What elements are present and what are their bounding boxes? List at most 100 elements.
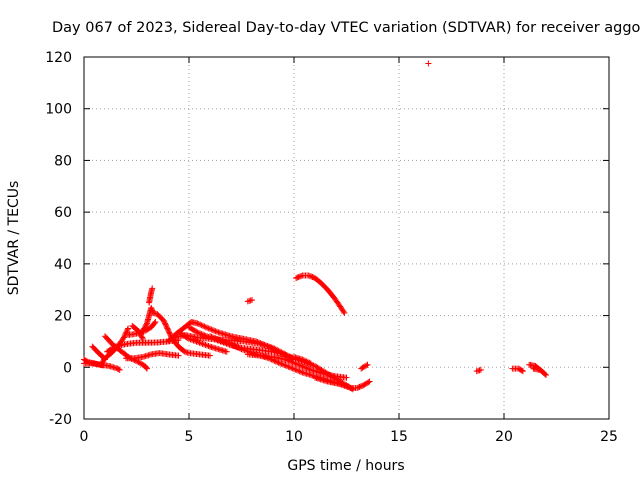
data-point (149, 285, 156, 292)
y-tick-label: 100 (45, 102, 72, 118)
data-point-interp (222, 339, 229, 346)
data-point-interp (291, 366, 297, 373)
data-point-interp (226, 340, 233, 347)
data-point-interp (286, 358, 293, 365)
data-point-interp (295, 367, 302, 374)
data-point-interp (140, 326, 147, 333)
data-point-interp (231, 343, 238, 350)
data-point (144, 365, 150, 372)
data-point-interp (281, 361, 288, 368)
y-tick-label: 40 (54, 257, 72, 273)
x-tick-label: 20 (495, 429, 513, 445)
chart-title: Day 067 of 2023, Sidereal Day-to-day VTE… (52, 20, 640, 36)
data-point-interp (306, 273, 313, 280)
data-point-interp (291, 359, 297, 366)
data-point-interp (237, 345, 244, 352)
data-point-interp (296, 362, 303, 369)
data-point (160, 317, 167, 324)
data-point (425, 60, 432, 67)
x-tick-label: 0 (80, 429, 89, 445)
data-point-interp (143, 321, 150, 328)
data-point-interp (123, 328, 130, 335)
y-tick-label: 80 (54, 153, 72, 169)
data-point-interp (363, 362, 370, 369)
data-point-interp (193, 328, 200, 335)
data-point-interp (163, 322, 170, 329)
data-point (152, 319, 159, 326)
data-point-interp (139, 334, 146, 341)
data-point-interp (296, 273, 303, 280)
data-point (223, 339, 230, 346)
data-point-interp (298, 368, 304, 375)
data-point-interp (309, 274, 316, 281)
data-point-interp (141, 324, 148, 331)
data-point (238, 346, 245, 353)
data-point-interp (359, 382, 366, 389)
data-points (81, 60, 549, 393)
y-axis: -20 0 20 40 60 80 100 120 (45, 50, 609, 428)
data-point-interp (300, 363, 307, 370)
data-point-interp (225, 340, 232, 347)
data-point (343, 374, 350, 381)
data-point (286, 364, 293, 371)
data-point-interp (195, 329, 202, 336)
y-tick-label: 20 (54, 309, 72, 325)
grid-lines (84, 57, 609, 419)
data-point-interp (212, 328, 219, 335)
y-axis-label: SDTVAR / TECUs (6, 181, 22, 296)
data-point-interp (292, 366, 299, 373)
data-point-interp (357, 383, 364, 390)
data-point-interp (138, 333, 145, 340)
data-point-interp (209, 327, 216, 334)
data-point-interp (198, 331, 205, 338)
data-point-interp (300, 357, 307, 364)
data-point-interp (282, 362, 289, 369)
data-point (207, 333, 213, 340)
data-point-interp (235, 345, 242, 352)
data-point-interp (278, 360, 285, 367)
data-point-interp (143, 364, 150, 371)
data-point-interp (148, 306, 155, 313)
data-point-interp (293, 361, 300, 368)
data-point-interp (293, 367, 300, 374)
data-point-interp (233, 343, 240, 350)
data-point-interp (219, 338, 226, 345)
data-point-interp (137, 331, 144, 338)
data-point-interp (303, 358, 310, 365)
data-point-interp (289, 365, 296, 372)
data-point-interp (198, 322, 205, 329)
data-point-interp (288, 358, 295, 365)
data-point-interp (151, 320, 158, 327)
y-tick-label: 0 (63, 360, 72, 376)
data-point-interp (355, 384, 362, 391)
data-point (299, 356, 306, 363)
data-point-interp (242, 347, 249, 354)
data-point-interp (162, 321, 169, 328)
y-tick-label: 60 (54, 205, 72, 221)
data-point-interp (299, 363, 306, 370)
data-point-interp (208, 326, 215, 333)
data-point (148, 304, 155, 311)
data-point-interp (356, 383, 363, 390)
x-tick-label: 15 (390, 429, 408, 445)
data-point-interp (162, 320, 168, 327)
data-point (202, 324, 209, 331)
data-point (364, 361, 371, 368)
data-point (249, 297, 255, 304)
data-point-interp (230, 342, 237, 349)
data-point (519, 368, 526, 375)
data-point-interp (295, 274, 302, 281)
data-point-interp (216, 337, 223, 344)
data-point-interp (164, 325, 171, 332)
data-point (305, 272, 312, 279)
data-point-interp (142, 322, 149, 329)
data-point (307, 360, 314, 367)
data-point (295, 361, 302, 368)
x-axis-label: GPS time / hours (287, 458, 404, 474)
data-point-interp (227, 341, 234, 348)
data-point-interp (204, 324, 211, 331)
data-point-interp (149, 307, 156, 314)
data-point-interp (165, 328, 172, 335)
data-point-interp (306, 366, 313, 373)
data-point-interp (302, 357, 309, 364)
